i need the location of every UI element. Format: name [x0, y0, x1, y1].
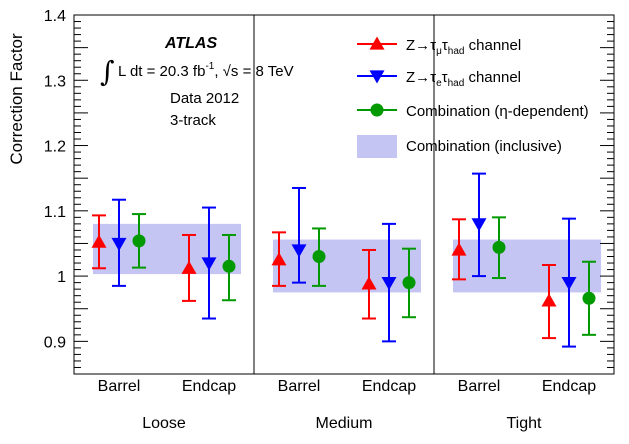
- dataset-label: Data 2012: [170, 90, 239, 107]
- data-point: [111, 237, 127, 251]
- legend-label-combination-inclusive: Combination (inclusive): [406, 138, 562, 155]
- data-point: [312, 250, 326, 264]
- category-labels: Barrel Endcap Barrel Endcap Barrel Endcap: [98, 378, 597, 395]
- y-axis-title: Correction Factor: [7, 33, 26, 165]
- data-point: [471, 218, 487, 232]
- data-point: [201, 257, 217, 271]
- plot-frame: [73, 14, 615, 375]
- category-label: Endcap: [182, 378, 236, 395]
- plot-annotations: ATLAS ∫ L dt = 20.3 fb-1, √s = 8 TeV Dat…: [100, 35, 294, 129]
- y-tick-label: 1: [57, 269, 66, 286]
- legend-label-ztaumu: Z→τμτhad channel: [406, 37, 521, 57]
- category-label: Barrel: [98, 378, 141, 395]
- legend-label-combination-eta: Combination (η-dependent): [406, 103, 589, 120]
- legend-marker: [369, 36, 385, 50]
- data-point: [492, 240, 506, 254]
- category-label: Barrel: [458, 378, 501, 395]
- group-label: Tight: [507, 415, 543, 432]
- data-point: [402, 276, 416, 290]
- data-point: [291, 244, 307, 258]
- y-tick-label: 1.4: [44, 8, 66, 25]
- data-point: [132, 234, 146, 248]
- data-point: [381, 276, 397, 291]
- data-point: [222, 259, 236, 273]
- y-tick-label: 1.3: [44, 73, 66, 90]
- legend-band-swatch: [357, 135, 397, 158]
- data-point: [271, 252, 287, 266]
- legend: Z→τμτhad channel Z→τeτhad channel Combin…: [357, 36, 589, 158]
- data-markers: [91, 218, 596, 307]
- group-labels: Loose Medium Tight: [142, 415, 542, 432]
- data-point: [582, 291, 596, 305]
- group-label: Medium: [316, 415, 373, 432]
- inclusive-band-loose: [93, 223, 241, 275]
- luminosity-label: L dt = 20.3 fb-1, √s = 8 TeV: [118, 61, 294, 80]
- legend-marker: [370, 103, 384, 117]
- y-tick-labels: 0.9 1 1.1 1.2 1.3 1.4: [44, 8, 66, 351]
- data-point: [91, 234, 107, 248]
- lumi-prefix: L dt = 20.3 fb: [118, 63, 205, 80]
- category-label: Barrel: [278, 378, 321, 395]
- data-point: [541, 293, 557, 307]
- data-point: [451, 242, 467, 256]
- y-tick-label: 1.2: [44, 139, 66, 156]
- legend-marker: [369, 70, 385, 84]
- category-label: Endcap: [362, 378, 416, 395]
- category-label: Endcap: [542, 378, 596, 395]
- inclusive-band-tight: [453, 239, 601, 293]
- inclusive-bands: [93, 223, 601, 293]
- y-tick-label: 1.1: [44, 204, 66, 221]
- group-label: Loose: [142, 415, 186, 432]
- y-tick-label: 0.9: [44, 334, 66, 351]
- axis-ticks: [74, 14, 614, 375]
- lumi-superscript: -1: [205, 61, 214, 72]
- legend-label-ztaue: Z→τeτhad channel: [406, 69, 521, 89]
- integral-sign: ∫: [100, 55, 115, 88]
- selection-label: 3-track: [170, 112, 216, 129]
- atlas-label: ATLAS: [164, 35, 217, 52]
- data-point: [361, 276, 377, 290]
- data-point: [181, 260, 197, 274]
- group-separators: [253, 15, 435, 374]
- data-point: [561, 276, 577, 291]
- energy-label: , √s = 8 TeV: [214, 63, 293, 80]
